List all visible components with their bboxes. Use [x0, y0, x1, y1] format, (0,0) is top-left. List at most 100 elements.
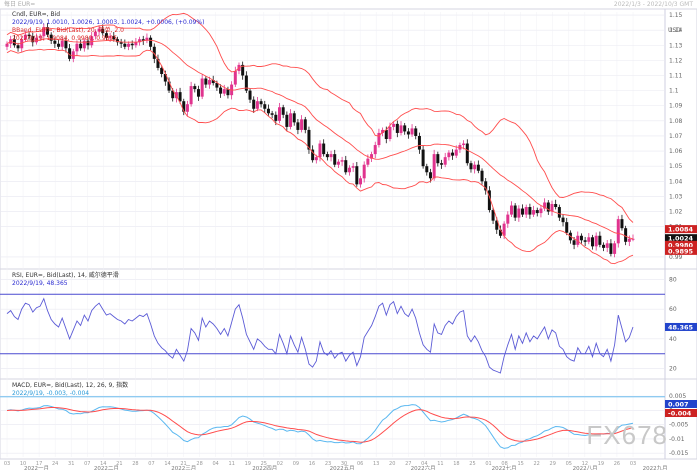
candle-body	[410, 128, 414, 135]
candle-body	[535, 210, 539, 214]
candle-body	[550, 204, 554, 212]
x-month-label: 2022七月	[492, 464, 517, 470]
candle-body	[86, 40, 90, 46]
price-tick-label: 1.13	[669, 42, 683, 49]
candle-body	[119, 42, 123, 44]
candle-body	[528, 207, 532, 215]
candle-body	[517, 208, 521, 218]
rsi-tag-label: 48.365	[668, 323, 694, 331]
chart-header-right: 2022/1/3 - 2022/10/3 GMT	[614, 1, 693, 8]
x-day-label: 28	[196, 461, 202, 467]
x-day-label: 11	[437, 461, 443, 467]
x-month-label: 2022四月	[252, 465, 277, 470]
candle-body	[171, 90, 175, 99]
candle-body	[42, 27, 46, 37]
candle-body	[392, 123, 396, 127]
candle-body	[414, 128, 418, 136]
price-tick-label: 1.1	[669, 88, 679, 95]
candle-body	[185, 104, 189, 112]
x-day-label: 10	[20, 461, 26, 467]
candle-body	[71, 51, 75, 59]
candle-body	[193, 86, 197, 90]
candle-body	[377, 132, 381, 146]
x-day-label: 03	[630, 461, 636, 467]
price-tag-label: 0.9895	[668, 247, 694, 255]
candle-body	[196, 89, 200, 97]
macd-signal-line	[6, 407, 634, 443]
candle-body	[233, 70, 237, 85]
candle-body	[469, 163, 473, 170]
bollinger-lower-band	[6, 48, 634, 265]
x-day-label: 04	[421, 461, 427, 467]
macd-tick-label: -0.005	[669, 422, 689, 429]
candle-body	[631, 238, 635, 240]
rsi-tick-label: 40	[669, 336, 677, 343]
macd-legend-line-2: 2022/9/19, -0.003, -0.004	[12, 390, 89, 397]
candle-body	[613, 243, 617, 254]
candle-body	[428, 172, 432, 179]
candle-body	[93, 31, 97, 37]
price-tag-label: 1.0084	[668, 226, 694, 234]
rsi-panel	[0, 268, 697, 380]
candle-body	[163, 73, 167, 82]
candle-body	[373, 145, 377, 155]
x-month-label: 2022六月	[411, 464, 436, 470]
candle-body	[296, 122, 300, 130]
candle-body	[406, 131, 410, 135]
candle-body	[509, 205, 513, 215]
candle-body	[303, 119, 307, 130]
candle-body	[347, 167, 351, 173]
rsi-line	[6, 297, 634, 374]
watermark: FX678	[586, 420, 668, 450]
candle-body	[421, 149, 425, 167]
chart-header-left: 每日 EUR=	[4, 0, 35, 8]
candle-body	[557, 207, 561, 218]
candle-body	[127, 43, 131, 47]
x-day-label: 21	[180, 461, 186, 467]
x-day-label: 27	[405, 461, 411, 467]
macd-tag-box	[665, 409, 697, 417]
candle-body	[160, 67, 164, 74]
candle-body	[417, 135, 421, 150]
rsi-tag-box	[665, 322, 697, 331]
candle-body	[598, 235, 602, 245]
candle-body	[38, 36, 42, 38]
price-legend-line-4: 2022/9/19, 1.0084, 0.9980, 0.9895	[12, 35, 117, 42]
x-day-label: 25	[261, 461, 267, 467]
candle-body	[274, 114, 278, 121]
candle-body	[266, 108, 270, 114]
price-tick-label: 1.11	[669, 73, 683, 80]
candle-body	[285, 114, 289, 127]
candle-body	[432, 154, 436, 179]
x-day-label: 15	[517, 461, 523, 467]
candle-body	[521, 208, 525, 215]
candle-body	[226, 89, 230, 96]
price-tick-label: 0.99	[669, 254, 683, 261]
candle-body	[579, 235, 583, 241]
price-tick-label: 1.06	[669, 148, 683, 155]
y-unit-label: USD	[668, 27, 681, 34]
candle-body	[211, 80, 215, 84]
candle-body	[381, 129, 385, 133]
candle-body	[594, 235, 598, 247]
candle-body	[336, 161, 340, 165]
candle-body	[244, 75, 248, 91]
price-legend: Cndl, EUR=, Bid 2022/9/19, 1.0010, 1.002…	[12, 11, 204, 42]
candle-body	[178, 92, 182, 102]
price-tick-label: 1.15	[669, 12, 683, 19]
candle-body	[34, 37, 38, 43]
candle-body	[104, 33, 108, 38]
macd-legend: MACD, EUR=, Bid(Last), 12, 26, 9, 指数 202…	[12, 381, 128, 397]
candle-body	[57, 43, 61, 47]
candle-body	[602, 244, 606, 248]
x-day-label: 06	[357, 461, 363, 467]
macd-tick-label: 0.005	[669, 393, 686, 400]
grid-layer	[0, 12, 665, 457]
x-day-label: 22	[534, 461, 540, 467]
candle-body	[587, 237, 591, 242]
candle-body	[64, 40, 68, 49]
candle-body	[440, 163, 444, 165]
candle-body	[502, 223, 506, 236]
candle-body	[115, 39, 119, 43]
candle-body	[462, 143, 466, 146]
